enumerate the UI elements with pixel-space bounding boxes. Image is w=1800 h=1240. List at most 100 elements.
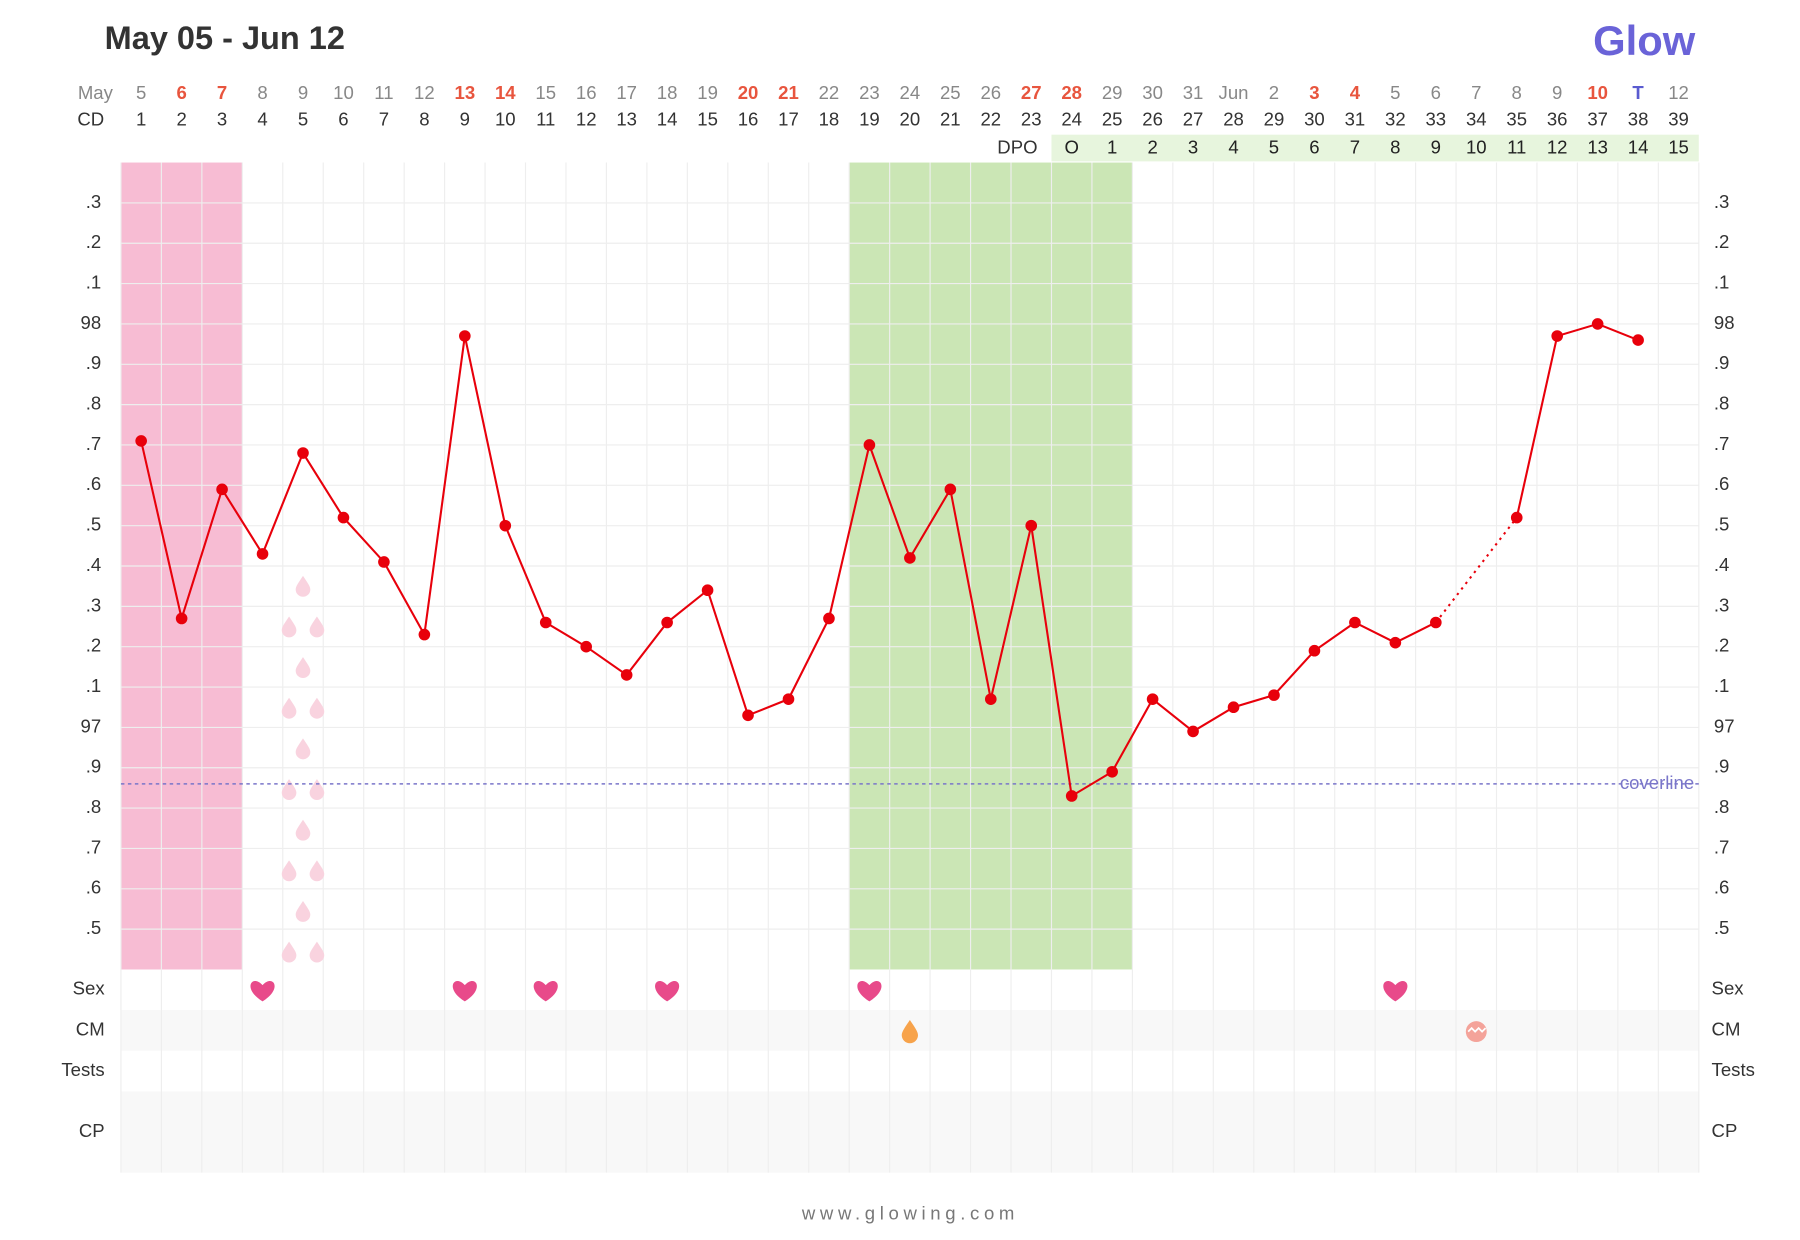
cd-label: 22 xyxy=(980,109,1001,130)
dpo-label: 12 xyxy=(1547,137,1568,158)
date-label: 17 xyxy=(616,82,637,103)
temperature-point xyxy=(904,552,916,564)
temperature-point xyxy=(499,519,512,532)
date-label: 19 xyxy=(697,82,718,103)
date-label: 6 xyxy=(1431,82,1441,103)
date-label: 13 xyxy=(455,82,476,103)
y-tick-label: .3 xyxy=(86,594,101,615)
row-label: Sex xyxy=(73,978,106,999)
spotting-drop xyxy=(295,819,311,841)
cd-label: 31 xyxy=(1345,109,1366,130)
temperature-point xyxy=(1065,790,1078,802)
y-tick-label-right: .8 xyxy=(1714,796,1729,817)
date-label: 14 xyxy=(495,82,516,103)
footer: www.glowing.com xyxy=(801,1202,1019,1223)
cd-label: 28 xyxy=(1223,109,1244,130)
cd-label: 24 xyxy=(1061,109,1082,130)
y-tick-label: .1 xyxy=(86,271,101,292)
cd-label: 20 xyxy=(900,109,921,130)
date-label: 5 xyxy=(1390,82,1400,103)
date-label: 9 xyxy=(298,82,308,103)
dpo-label: 15 xyxy=(1668,137,1689,158)
y-tick-label: .9 xyxy=(86,756,101,777)
y-tick-label: .5 xyxy=(86,917,101,938)
date-label: 3 xyxy=(1309,82,1319,103)
cm-egg-white xyxy=(1465,1021,1487,1043)
y-tick-label: .6 xyxy=(86,877,101,898)
temperature-point xyxy=(823,612,835,625)
temperature-point xyxy=(984,693,997,705)
spotting-drop xyxy=(281,860,297,882)
cd-label: 14 xyxy=(657,109,678,130)
date-label: 10 xyxy=(1587,82,1608,103)
cd-label: 18 xyxy=(819,109,840,130)
date-label: 2 xyxy=(1269,82,1279,103)
date-label: 10 xyxy=(333,82,354,103)
spotting-drop xyxy=(309,616,325,638)
temperature-point xyxy=(580,640,593,653)
spotting-drop xyxy=(295,900,311,922)
cd-label: 11 xyxy=(536,109,555,130)
date-label: 29 xyxy=(1102,82,1123,103)
temperature-point xyxy=(1389,636,1402,649)
cd-label: 3 xyxy=(217,109,227,130)
spotting-drop xyxy=(295,575,311,597)
cd-label: 13 xyxy=(616,109,637,130)
date-label: 25 xyxy=(940,82,961,103)
temperature-point xyxy=(1591,318,1604,330)
temperature-point xyxy=(1308,644,1321,657)
y-tick-label: .2 xyxy=(86,231,101,252)
y-tick-label-right: .5 xyxy=(1714,917,1729,938)
cd-label: 35 xyxy=(1506,109,1527,130)
temperature-point xyxy=(1632,334,1644,346)
y-tick-label-right: .7 xyxy=(1714,433,1729,454)
temperature-point xyxy=(1187,725,1199,738)
dpo-background xyxy=(1051,134,1699,162)
date-label: 20 xyxy=(738,82,759,103)
temperature-point xyxy=(1025,519,1038,532)
cd-label: 19 xyxy=(859,109,880,130)
dpo-label: 3 xyxy=(1188,137,1198,158)
y-tick-label: .7 xyxy=(86,836,101,857)
cd-label: 30 xyxy=(1304,109,1325,130)
dpo-label: 6 xyxy=(1309,137,1319,158)
y-tick-label: 98 xyxy=(81,312,102,333)
coverline-label: coverline xyxy=(1620,772,1694,793)
y-tick-label: .4 xyxy=(86,554,101,575)
date-label: 30 xyxy=(1142,82,1163,103)
dpo-label: 14 xyxy=(1628,137,1649,158)
temperature-point xyxy=(1551,330,1564,342)
cd-label: 12 xyxy=(576,109,597,130)
date-label: 8 xyxy=(1512,82,1522,103)
date-label: 12 xyxy=(1668,82,1689,103)
temperature-point xyxy=(459,330,471,342)
row-background xyxy=(120,1091,1699,1173)
cm-drop xyxy=(901,1019,918,1044)
temperature-point xyxy=(1227,701,1240,714)
cd-label: 25 xyxy=(1102,109,1123,130)
dpo-label: 2 xyxy=(1147,137,1157,158)
date-label: 16 xyxy=(576,82,597,103)
dpo-label: 11 xyxy=(1507,137,1526,158)
temperature-point xyxy=(701,584,714,597)
cm-egg-white-crack xyxy=(1467,1026,1487,1033)
dpo-label: 4 xyxy=(1228,137,1238,158)
date-label: 23 xyxy=(859,82,880,103)
dpo-label: 7 xyxy=(1350,137,1360,158)
gap-connector xyxy=(1434,516,1518,624)
date-label: 15 xyxy=(535,82,556,103)
spotting-drop xyxy=(309,941,325,963)
y-tick-label: .1 xyxy=(86,675,101,696)
date-label: 7 xyxy=(217,82,227,103)
temperature-point xyxy=(256,548,269,560)
y-tick-label-right: .5 xyxy=(1714,514,1729,535)
y-tick-label: .3 xyxy=(86,191,101,212)
logo: Glow xyxy=(1593,17,1696,64)
y-tick-label-right: .7 xyxy=(1714,836,1729,857)
cd-label: 5 xyxy=(298,109,308,130)
dpo-label: 9 xyxy=(1431,137,1441,158)
sex-heart xyxy=(655,980,680,1002)
row-label-right: CM xyxy=(1712,1018,1741,1039)
cd-label: 2 xyxy=(176,109,186,130)
